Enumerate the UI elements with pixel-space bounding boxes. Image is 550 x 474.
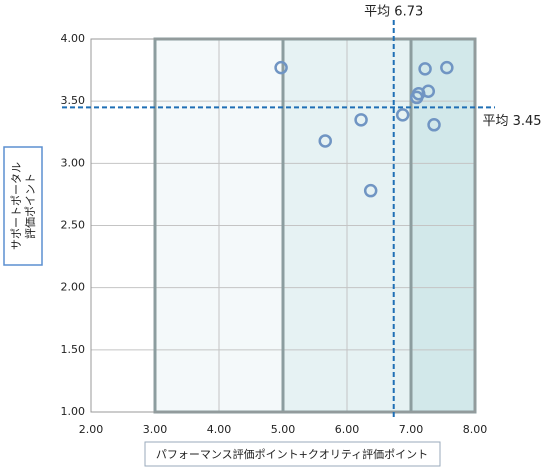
data-point [421,84,436,98]
x-tick-label: 8.00 [463,423,488,436]
plot-border [90,38,476,413]
data-point [318,134,332,148]
x-axis-label: パフォーマンス評価ポイント+クオリティ評価ポイント [156,447,428,461]
mean-label: 平均 3.45 [482,114,541,129]
x-tick-label: 7.00 [399,423,424,436]
mean-label: 平均 6.73 [364,5,423,20]
data-point [274,60,288,75]
data-point [418,62,432,76]
data-point [354,113,368,127]
y-tick-label: 1.00 [61,405,86,418]
y-label-box [3,146,43,266]
y-tick-label: 3.00 [61,156,86,169]
x-tick-label: 2.00 [79,423,104,436]
data-point [440,60,454,75]
x-tick-label: 5.00 [271,423,296,436]
y-tick-label: 1.50 [61,343,86,356]
y-axis-label: サポートポータル [10,162,23,250]
y-tick-label: 2.00 [61,281,86,294]
x-tick-label: 3.00 [143,423,168,436]
data-point [363,183,378,198]
y-tick-label: 4.00 [61,32,86,45]
x-label-box [144,441,441,467]
y-tick-label: 2.50 [61,219,86,232]
y-axis-label: 評価ポイント [23,173,37,239]
x-tick-label: 4.00 [207,423,232,436]
data-point [395,108,410,122]
y-tick-label: 3.50 [61,94,86,107]
data-point [427,118,441,132]
x-tick-label: 6.00 [335,423,360,436]
